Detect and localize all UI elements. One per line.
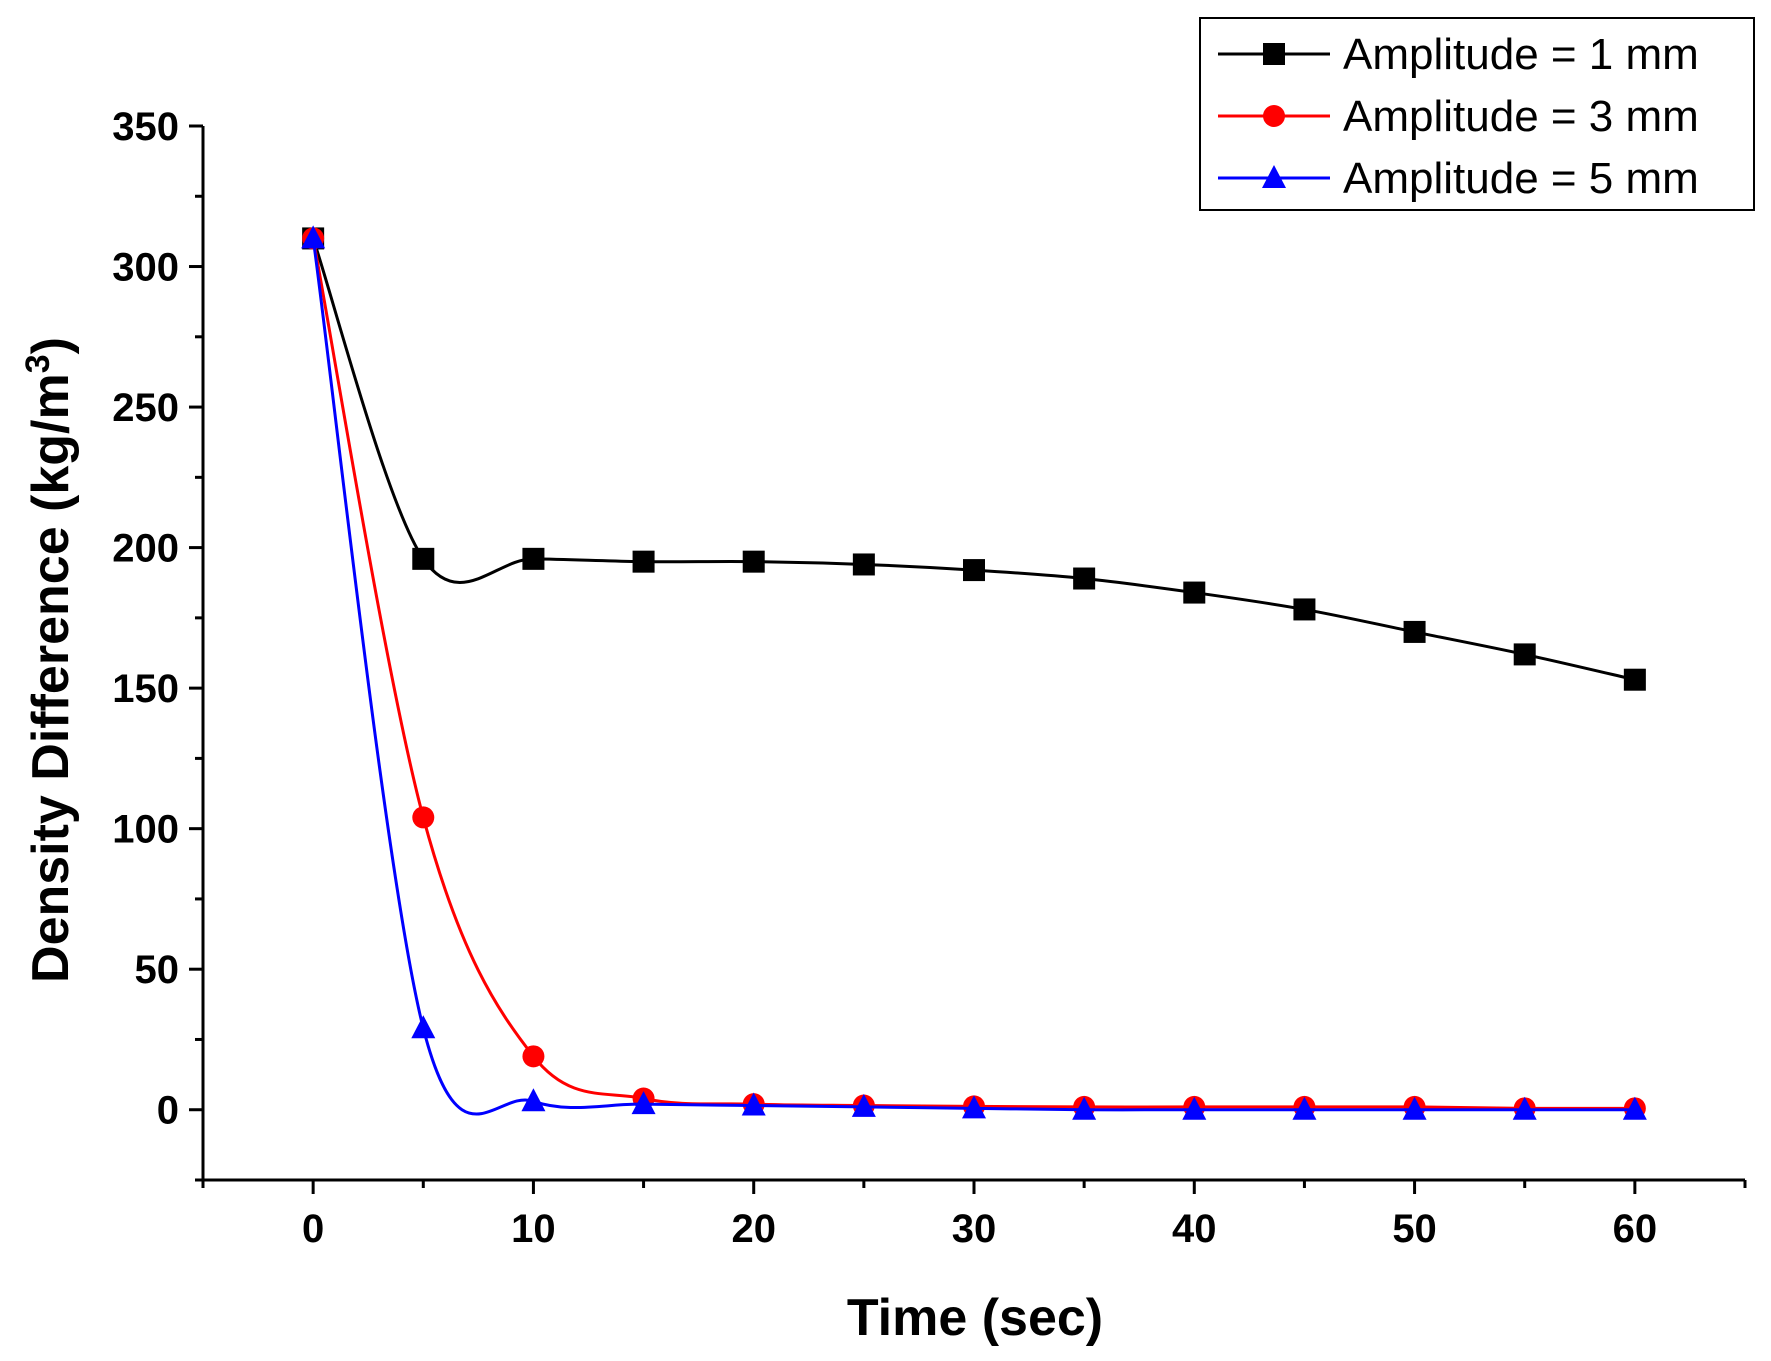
legend-marker <box>1263 105 1285 127</box>
data-point <box>301 225 326 249</box>
axes: 0 50 100 150 200 250 300 350 0 10 20 30 40 50 60 <box>112 105 1747 1251</box>
x-tick-label: 20 <box>731 1207 776 1251</box>
data-point <box>1293 598 1316 621</box>
y-tick-label: 350 <box>112 105 179 149</box>
data-point <box>963 559 985 582</box>
series-2 <box>302 227 1646 1120</box>
data-point <box>1073 567 1096 590</box>
data-point <box>412 547 435 570</box>
data-point <box>1512 1096 1537 1120</box>
x-tick-label: 60 <box>1613 1207 1658 1251</box>
legend-item: Amplitude = 1 mm <box>1218 30 1699 79</box>
data-point <box>1292 1096 1317 1120</box>
x-tick-label: 40 <box>1172 1207 1217 1251</box>
data-point <box>632 550 655 573</box>
data-point <box>741 1092 766 1116</box>
data-point <box>522 547 545 570</box>
y-axis-title: Density Difference (kg/m3) <box>19 337 80 983</box>
x-tick-label: 10 <box>511 1207 556 1251</box>
legend-label: Amplitude = 1 mm <box>1343 30 1699 79</box>
data-point <box>1623 668 1646 691</box>
data-point <box>631 1091 656 1115</box>
x-tick-label: 0 <box>302 1207 324 1251</box>
y-tick-label: 300 <box>112 246 179 290</box>
y-tick-label: 150 <box>112 667 179 711</box>
data-point <box>1072 1096 1097 1120</box>
data-point <box>1183 581 1206 604</box>
data-point <box>521 1088 546 1112</box>
y-tick-label: 200 <box>112 527 179 571</box>
legend-item: Amplitude = 3 mm <box>1218 92 1699 141</box>
data-point <box>1622 1096 1647 1120</box>
y-tick-label: 100 <box>112 808 179 852</box>
legend-label: Amplitude = 3 mm <box>1343 92 1699 141</box>
series-layer <box>301 225 1647 1120</box>
series-3 <box>301 225 1647 1120</box>
legend: Amplitude = 1 mm Amplitude = 3 mm Amplitud… <box>1199 17 1755 211</box>
x-tick-label: 30 <box>952 1207 997 1251</box>
x-tick-label: 50 <box>1392 1207 1437 1251</box>
series-line <box>311 238 1635 1116</box>
data-point <box>1513 643 1536 666</box>
data-point <box>1403 620 1426 643</box>
legend-marker <box>1262 165 1286 188</box>
data-point <box>411 1015 436 1039</box>
legend-label: Amplitude = 5 mm <box>1343 154 1699 203</box>
data-point <box>852 553 875 576</box>
series-line <box>311 237 1636 682</box>
data-point <box>1402 1096 1427 1120</box>
data-point <box>1182 1096 1207 1120</box>
series-line <box>311 238 1635 1110</box>
data-point <box>962 1095 986 1119</box>
legend-item: Amplitude = 5 mm <box>1218 154 1699 203</box>
y-tick-label: 0 <box>157 1089 179 1133</box>
series-1 <box>302 227 1646 691</box>
data-point <box>522 1045 545 1068</box>
legend-marker <box>1263 43 1285 65</box>
y-tick-label: 50 <box>135 948 180 992</box>
y-tick-label: 250 <box>112 386 179 430</box>
x-axis-title: Time (sec) <box>847 1289 1103 1347</box>
data-point <box>412 806 435 829</box>
data-point <box>742 550 765 573</box>
data-point <box>851 1093 876 1117</box>
